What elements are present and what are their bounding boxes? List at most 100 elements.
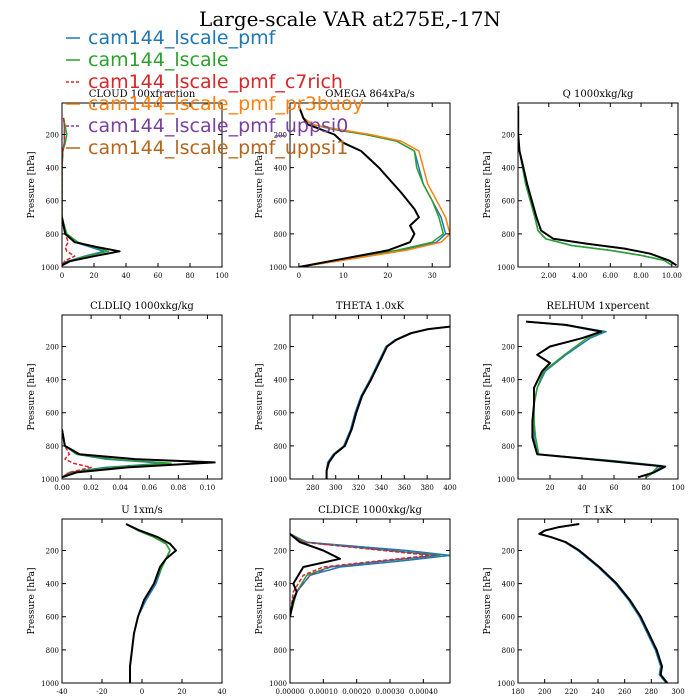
x-tick-label: 240 (591, 688, 604, 696)
legend-label: cam144_lscale_pmf_c7rich (88, 71, 343, 93)
series-line-model (539, 523, 667, 683)
x-tick-label: 380 (420, 484, 433, 492)
y-tick-label: 600 (46, 410, 59, 418)
y-tick-label: 600 (274, 410, 287, 418)
legend-item: cam144_lscale_pmf_c7rich (66, 71, 343, 93)
legend-label: cam144_lscale (88, 49, 229, 71)
y-tick-label: 600 (502, 614, 515, 622)
series-line-obs (290, 533, 341, 617)
y-tick-label: 400 (502, 581, 515, 589)
x-tick-label: 40 (218, 688, 227, 696)
series-line-obs (62, 429, 216, 479)
y-tick-label: 800 (274, 231, 287, 239)
legend-item: cam144_lscale (66, 49, 229, 71)
panel-6: RELHUM 1xpercent 20 40 60 80 100 200 400 600 800 1… (483, 301, 685, 492)
x-tick-label: 6.00 (603, 272, 619, 280)
y-tick-label: 600 (46, 614, 59, 622)
plot-frame (517, 314, 679, 480)
panel-3: Q 1000xkg/kg 2.00 4.00 6.00 8.00 10.00 200 400 6… (483, 89, 682, 280)
y-axis-label: Pressure [hPa] (483, 363, 493, 430)
y-tick-label: 1000 (269, 476, 287, 484)
y-axis-label: Pressure [hPa] (483, 567, 493, 634)
panel-title: OMEGA 864xPa/s (325, 89, 415, 100)
y-tick-label: 200 (274, 343, 287, 351)
series-group (325, 325, 450, 479)
x-tick-label: 200 (538, 688, 551, 696)
series-group (62, 117, 121, 267)
panel-title: RELHUM 1xpercent (546, 301, 649, 312)
y-tick-label: 1000 (497, 264, 515, 272)
x-tick-label: 80 (186, 272, 195, 280)
plot-frame (61, 518, 223, 684)
x-tick-label: 320 (352, 484, 365, 492)
x-tick-label: 0 (140, 688, 144, 696)
x-tick-label: 0.08 (171, 484, 187, 492)
legend-label: cam144_lscale_pmf_pr3buoy (88, 93, 364, 115)
legend-label: cam144_lscale_pmf (88, 27, 277, 49)
series-group (290, 533, 450, 617)
y-tick-label: 600 (274, 198, 287, 206)
y-tick-label: 200 (46, 131, 59, 139)
y-tick-label: 800 (274, 647, 287, 655)
series-line-model (325, 325, 450, 479)
y-tick-label: 200 (46, 547, 59, 555)
x-tick-label: 0 (60, 272, 64, 280)
x-tick-label: 0.10 (200, 484, 216, 492)
y-tick-label: 800 (502, 647, 515, 655)
x-tick-label: 20 (90, 272, 99, 280)
y-tick-label: 1000 (497, 680, 515, 688)
y-axis-label: Pressure [hPa] (27, 151, 37, 218)
x-tick-label: 0 (297, 272, 301, 280)
x-tick-label: 10 (339, 272, 348, 280)
x-tick-label: 20 (546, 484, 555, 492)
series-line-model_pr3 (298, 106, 450, 267)
y-tick-label: 600 (274, 614, 287, 622)
panel-2: OMEGA 864xPa/s 0 10 20 30 200 400 600 800 1000 Pre… (255, 89, 451, 280)
y-tick-label: 400 (46, 377, 59, 385)
x-tick-label: 100 (215, 272, 228, 280)
x-tick-label: 340 (375, 484, 388, 492)
series-line-obs (325, 325, 450, 479)
series-line-obs (525, 320, 667, 479)
plot-frame (289, 314, 451, 480)
panel-7: U 1xm/s -40 -20 0 20 40 200 400 600 800 1000 Pressu… (27, 505, 226, 696)
y-tick-label: 800 (46, 647, 59, 655)
panel-title: CLOUD 100xfraction (89, 89, 196, 100)
y-tick-label: 200 (502, 547, 515, 555)
series-line-obs (125, 523, 177, 683)
panel-title: Q 1000xkg/kg (563, 89, 634, 100)
x-tick-label: 260 (618, 688, 631, 696)
y-tick-label: 600 (502, 198, 515, 206)
plot-frame (517, 102, 679, 268)
x-tick-label: 20 (383, 272, 392, 280)
plot-frame (517, 518, 679, 684)
y-axis-label: Pressure [hPa] (255, 151, 265, 218)
y-tick-label: 200 (274, 131, 287, 139)
series-group (125, 523, 177, 683)
panel-1: CLOUD 100xfraction 0 20 40 60 80 100 200 400 600 8… (27, 89, 229, 280)
legend-item: cam144_lscale_pmf (66, 27, 277, 49)
y-tick-label: 400 (502, 165, 515, 173)
plot-frame (289, 102, 451, 268)
x-tick-label: 0.00 (54, 484, 70, 492)
y-tick-label: 400 (274, 377, 287, 385)
x-tick-label: 30 (428, 272, 437, 280)
y-tick-label: 1000 (497, 476, 515, 484)
series-line-obs (62, 217, 121, 267)
plot-frame (289, 518, 451, 684)
x-tick-label: 60 (610, 484, 619, 492)
x-tick-label: 0.06 (141, 484, 157, 492)
y-tick-label: 200 (502, 131, 515, 139)
y-tick-label: 400 (46, 581, 59, 589)
series-group (297, 105, 450, 267)
x-tick-label: 4.00 (572, 272, 588, 280)
legend-item: cam144_lscale_pmf_uppsi1 (66, 137, 348, 159)
y-tick-label: 400 (502, 377, 515, 385)
x-tick-label: 300 (671, 688, 684, 696)
y-tick-label: 800 (274, 443, 287, 451)
panel-title: T 1xK (583, 505, 613, 516)
y-tick-label: 1000 (269, 680, 287, 688)
x-tick-label: 0.00020 (342, 688, 371, 696)
